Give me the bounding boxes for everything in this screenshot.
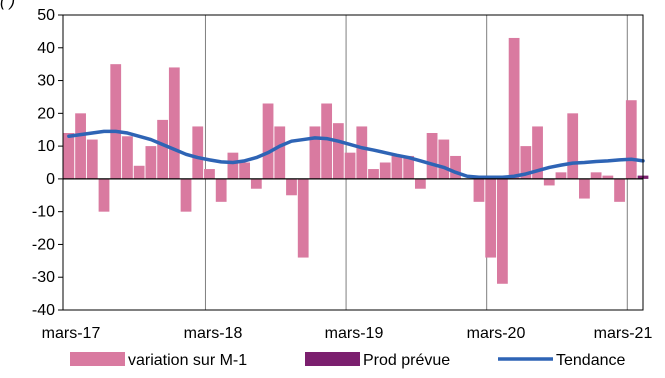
bar-variation-2 xyxy=(86,139,98,179)
bar-variation-0 xyxy=(63,133,75,179)
bar-variation-42 xyxy=(555,172,567,179)
bar-variation-18 xyxy=(274,126,286,179)
legend-label-tendance: Tendance xyxy=(556,352,625,369)
bar-variation-28 xyxy=(391,155,403,179)
bar-variation-4 xyxy=(110,64,122,179)
bar-variation-48 xyxy=(625,100,637,179)
legend: variation sur M-1 Prod prévue Tendance xyxy=(70,352,625,369)
bar-variation-20 xyxy=(297,178,309,258)
x-tick-label-2: mars-19 xyxy=(325,325,384,342)
legend-label-prod-prevue: Prod prévue xyxy=(363,352,450,369)
y-tick-label-4: 0 xyxy=(46,171,55,188)
y-tick-label-5: 10 xyxy=(37,138,55,155)
bar-variation-9 xyxy=(168,67,180,179)
bar-variation-5 xyxy=(122,136,133,179)
bar-variation-7 xyxy=(145,146,157,179)
trend-line xyxy=(67,129,645,179)
bar-variation-6 xyxy=(133,165,145,179)
bar-variation-46 xyxy=(602,175,614,179)
x-axis-ticks: mars-17 mars-18 mars-19 mars-20 mars-21 xyxy=(42,325,653,342)
bar-variation-10 xyxy=(180,178,192,212)
bar-variation-1 xyxy=(75,113,86,179)
bar-variation-15 xyxy=(239,162,251,179)
y-tick-label-3: -10 xyxy=(32,204,55,221)
x-tick-label-4: mars-21 xyxy=(594,325,653,342)
y-tick-label-0: -40 xyxy=(32,302,55,319)
bar-variation-32 xyxy=(438,139,450,179)
bar-variation-24 xyxy=(344,152,356,179)
y-tick-label-7: 30 xyxy=(37,73,55,90)
bar-variation-47 xyxy=(614,178,625,202)
plot-frame xyxy=(62,14,644,311)
bar-variation-33 xyxy=(450,155,461,179)
y-axis-ticks: -40 -30 -20 -10 0 10 20 30 40 50 xyxy=(32,7,63,319)
bar-variation-37 xyxy=(497,178,508,284)
bar-variation-13 xyxy=(215,178,227,202)
y-tick-label-2: -20 xyxy=(32,236,55,253)
bar-variation-31 xyxy=(426,133,438,179)
bar-variation-16 xyxy=(250,178,262,189)
bar-variation-35 xyxy=(473,178,485,202)
bar-variation-3 xyxy=(98,178,110,212)
legend-swatch-variation xyxy=(70,352,125,366)
bar-variation-29 xyxy=(403,155,415,179)
y-tick-label-8: 40 xyxy=(37,40,55,57)
bar-variation-38 xyxy=(508,37,520,179)
bar-variation-26 xyxy=(368,169,379,179)
legend-swatch-prod-prevue xyxy=(305,352,360,366)
bar-variation-39 xyxy=(520,146,532,179)
bar-variation-11 xyxy=(192,126,204,179)
bar-variation-40 xyxy=(532,126,543,179)
bar-variation-27 xyxy=(379,162,391,179)
legend-label-variation: variation sur M-1 xyxy=(128,352,247,369)
bar-variation-30 xyxy=(414,178,426,189)
y-tick-label-9: 50 xyxy=(37,7,55,24)
y-tick-label-6: 20 xyxy=(37,105,55,122)
x-tick-label-0: mars-17 xyxy=(42,325,101,342)
bar-variation-22 xyxy=(321,103,333,179)
bar-variation-36 xyxy=(485,178,497,258)
bar-variation-12 xyxy=(204,169,215,179)
axes xyxy=(62,14,644,311)
bar-variation-21 xyxy=(309,126,321,179)
bar-variation-14 xyxy=(227,152,239,179)
bar-variation-43 xyxy=(567,113,579,179)
trend-series xyxy=(67,129,645,179)
chart-title-fragment: ( ) xyxy=(0,0,15,10)
bar-variation-19 xyxy=(286,178,297,196)
x-tick-label-3: mars-20 xyxy=(467,325,526,342)
bar-variation-45 xyxy=(590,172,602,179)
bar-variation-8 xyxy=(157,119,168,179)
y-tick-label-1: -30 xyxy=(32,269,55,286)
x-tick-label-1: mars-18 xyxy=(184,325,243,342)
bar-variation-44 xyxy=(579,178,590,199)
bar-variation-23 xyxy=(332,123,344,179)
bar-variation-25 xyxy=(356,126,368,179)
bar-series xyxy=(63,37,649,284)
bar-variation-41 xyxy=(543,178,555,186)
bar-variation-17 xyxy=(262,103,274,179)
